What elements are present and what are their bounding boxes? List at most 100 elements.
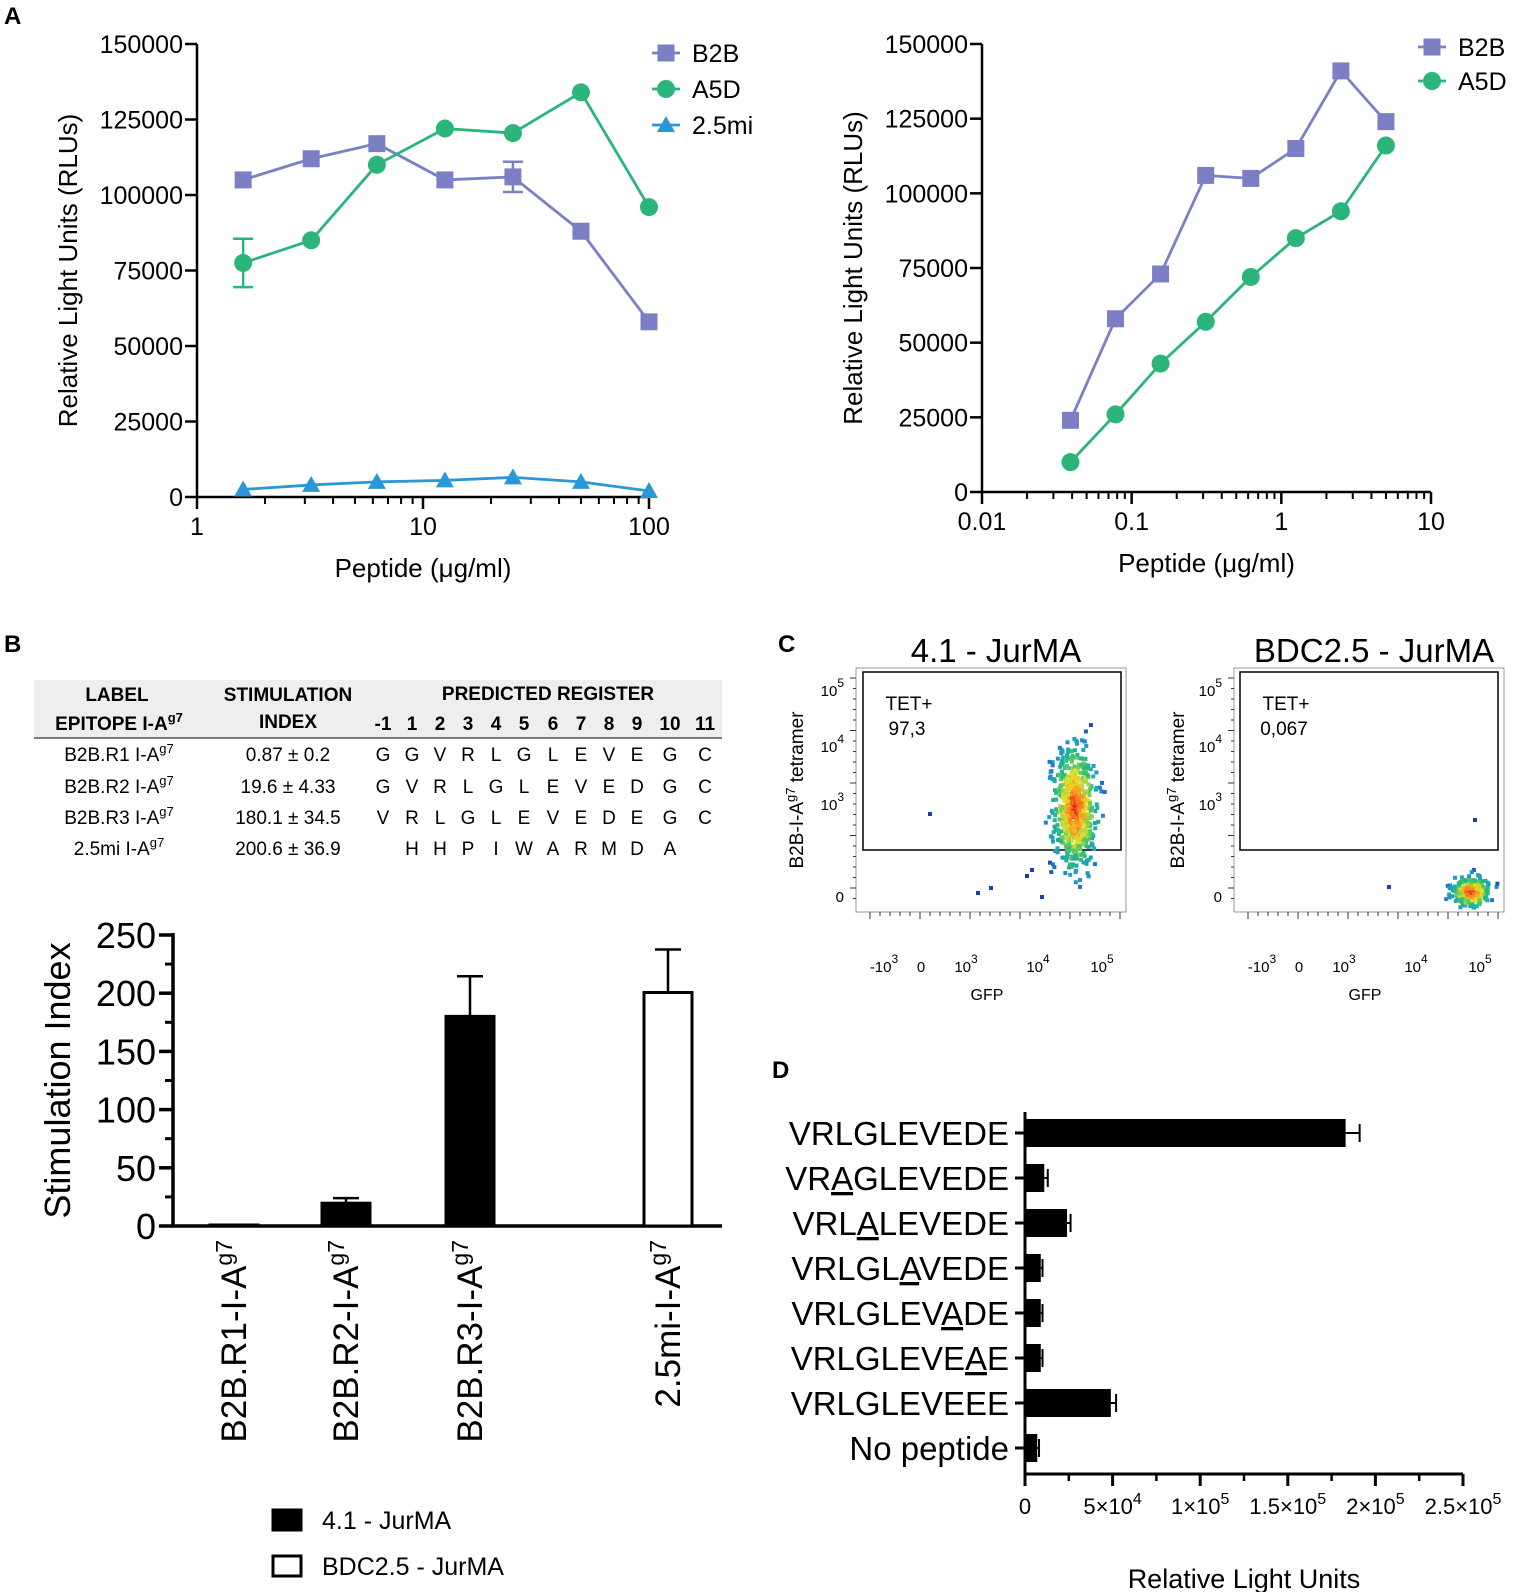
scatter-point	[1055, 823, 1060, 828]
x-tick-label: 103	[1332, 952, 1356, 976]
scatter-point	[1073, 781, 1078, 786]
scatter-point	[1464, 889, 1469, 894]
scatter-point	[1066, 838, 1071, 843]
x-tick-label: 10	[1417, 508, 1445, 536]
x-tick-label: B2B.R2-I-Ag7	[323, 1240, 366, 1443]
scatter-point	[976, 891, 980, 895]
scatter-point	[1465, 886, 1470, 891]
scatter-point	[1459, 897, 1464, 902]
scatter-point	[1068, 872, 1073, 877]
plot-title: BDC2.5 - JurMA	[1254, 632, 1494, 669]
scatter-point	[1069, 748, 1074, 753]
x-tick-label: B2B.R1-I-Ag7	[211, 1240, 254, 1443]
series-a5d	[1061, 136, 1395, 472]
header-stimulation: STIMULATION	[224, 685, 352, 706]
panel-letter-c: C	[778, 631, 795, 658]
scatter-point	[1083, 779, 1088, 784]
y-axis-label-tail: tetramer	[1168, 711, 1189, 788]
data-point	[234, 171, 252, 189]
header-position: 3	[463, 714, 474, 735]
scatter-point	[1100, 813, 1105, 818]
scatter-point	[1081, 808, 1086, 813]
tick-base: 10	[1199, 683, 1216, 700]
tick-base: -10	[870, 959, 892, 976]
label-text: DE	[963, 1295, 1009, 1332]
scatter-point	[1054, 790, 1059, 795]
bar	[1025, 1164, 1045, 1192]
table-row: B2B.R3 I-Ag7 180.1 ± 34.5 V R L G L E V E D E G C	[64, 804, 712, 829]
scatter-point	[1062, 824, 1067, 829]
scatter-point	[1067, 842, 1072, 847]
tick-base: 10	[821, 797, 838, 814]
scatter-point	[1463, 883, 1468, 888]
row-residue: R	[461, 745, 475, 766]
row-residue: E	[518, 808, 531, 829]
category-text: 2.5mi-I-A	[649, 1265, 688, 1408]
scatter-point	[1066, 804, 1071, 809]
scatter-point	[1066, 747, 1071, 752]
scatter-point	[1082, 790, 1087, 795]
data-point	[503, 124, 522, 143]
scatter-point	[1064, 779, 1069, 784]
bar	[1025, 1344, 1041, 1372]
scatter-point	[1483, 891, 1488, 896]
scatter-point	[1088, 801, 1093, 806]
scatter-point	[1069, 785, 1074, 790]
scatter-point	[1079, 857, 1084, 862]
scatter-point	[1082, 823, 1087, 828]
y-axis-label: Relative Light Units (RLUs)	[53, 114, 83, 428]
scatter-point	[1072, 804, 1077, 809]
scatter-point	[1480, 886, 1485, 891]
scatter-point	[1052, 788, 1057, 793]
scatter-point	[1056, 831, 1061, 836]
scatter-point	[1081, 779, 1086, 784]
scatter-point	[1059, 759, 1064, 764]
scatter-point	[1094, 802, 1099, 807]
scatter-point	[1093, 826, 1098, 831]
header-epitope-sup: g7	[168, 710, 183, 725]
series-b2b	[234, 135, 658, 331]
tick-base: 0	[917, 959, 925, 976]
plot-frame	[855, 667, 1127, 913]
data-point	[1197, 166, 1215, 184]
scatter-point	[1081, 765, 1086, 770]
scatter-point	[1078, 847, 1083, 852]
row-index: 180.1 ± 34.5	[235, 808, 341, 829]
scatter-point	[1481, 891, 1486, 896]
scatter-point	[1074, 807, 1079, 812]
scatter-point	[1055, 810, 1060, 815]
scatter-point	[1495, 881, 1500, 886]
scatter-point	[1056, 837, 1061, 842]
scatter-point	[1092, 862, 1097, 867]
row-residue: R	[405, 808, 419, 829]
x-tick-label: 0	[1295, 959, 1303, 976]
row-residue: L	[519, 777, 530, 798]
data-point	[1152, 265, 1170, 283]
data-point	[1107, 310, 1125, 328]
data-point	[436, 171, 454, 189]
scatter-point	[1083, 805, 1088, 810]
label-text: VRL	[793, 1205, 857, 1242]
scatter-point	[1476, 881, 1481, 886]
legend-swatch	[271, 1554, 303, 1578]
scatter-point	[1051, 862, 1056, 867]
row-residue: V	[547, 808, 560, 829]
gate-box	[862, 671, 1122, 851]
scatter-point	[1071, 856, 1076, 861]
data-point	[435, 119, 454, 138]
scatter-point	[1059, 751, 1064, 756]
y-tick-label: 200	[96, 973, 156, 1014]
y-tick-label: 0	[836, 889, 844, 906]
scatter-point	[1074, 815, 1079, 820]
scatter-point	[1083, 775, 1088, 780]
x-tick-label: 0	[917, 959, 925, 976]
data-point	[1196, 312, 1215, 331]
legend-swatch	[271, 1508, 303, 1532]
scatter-point	[1030, 868, 1034, 872]
x-tick-label: 104	[1026, 952, 1050, 976]
scatter-point	[1475, 897, 1480, 902]
scatter-point	[1069, 839, 1074, 844]
scatter-point	[1059, 839, 1064, 844]
data-point	[1106, 405, 1125, 424]
